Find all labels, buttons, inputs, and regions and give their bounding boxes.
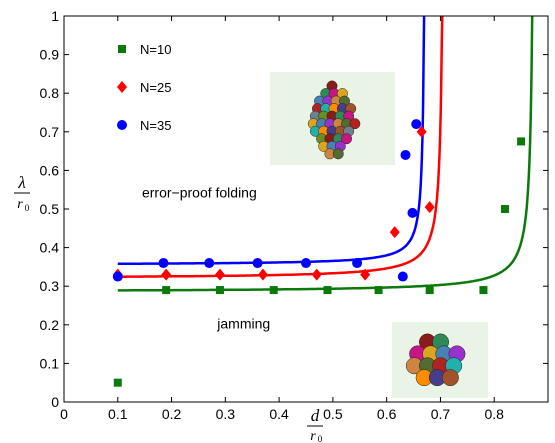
- data-point: [215, 286, 224, 295]
- data-point: [112, 271, 123, 282]
- data-point: [158, 258, 169, 269]
- data-point: [424, 201, 435, 214]
- sphere: [349, 118, 361, 130]
- x-axis-label: d r 0: [307, 406, 323, 443]
- x-tick-label: 0.8: [484, 406, 504, 422]
- data-point: [517, 137, 526, 146]
- y-tick-label: 0.7: [40, 124, 60, 140]
- y-label-numerator: λ: [17, 173, 25, 192]
- x-tick-label: 0.4: [269, 406, 289, 422]
- legend-marker: [117, 81, 127, 93]
- legend-label: N=35: [140, 118, 171, 133]
- legend-marker: [118, 45, 126, 53]
- x-tick-label: 0.2: [162, 406, 182, 422]
- y-tick-label: 0.6: [40, 162, 60, 178]
- sphere: [332, 148, 344, 160]
- folded-cluster-image: [270, 72, 395, 165]
- x-tick-label: 0.6: [377, 406, 397, 422]
- axis-ticks: 0 0.1 0.2 0.3 0.4 0.5 0.6 0.7 0.8 0 0.1 0.2 0.3 0.4 0.…: [40, 8, 548, 422]
- data-point: [360, 268, 371, 281]
- y-tick-label: 0: [51, 394, 59, 410]
- legend-label: N=25: [140, 80, 171, 95]
- y-tick-label: 0.2: [40, 317, 60, 333]
- fit-curve-N=35: [117, 15, 426, 266]
- x-tick-label: 0.5: [323, 406, 343, 422]
- data-point: [311, 268, 322, 281]
- data-point: [162, 286, 171, 295]
- data-point: [397, 271, 408, 282]
- fit-curve-N=25: [117, 15, 444, 278]
- annotations: error−proof folding jamming: [142, 184, 270, 331]
- y-tick-label: 0.3: [40, 278, 60, 294]
- data-point: [374, 286, 383, 295]
- x-tick-label: 0.7: [431, 406, 451, 422]
- data-point: [161, 268, 172, 281]
- x-tick-label: 0: [60, 406, 68, 422]
- legend-label: N=10: [140, 42, 171, 57]
- data-point: [400, 149, 411, 160]
- y-label-denominator: r: [17, 197, 23, 212]
- legend: N=10 N=25 N=35: [117, 42, 171, 133]
- y-tick-label: 1: [51, 8, 59, 24]
- y-tick-label: 0.5: [40, 201, 60, 217]
- y-tick-label: 0.4: [40, 240, 60, 256]
- sphere: [341, 133, 353, 145]
- data-point: [407, 207, 418, 218]
- data-point: [416, 125, 427, 138]
- y-tick-label: 0.1: [40, 355, 60, 371]
- data-point: [425, 286, 434, 295]
- data-point: [257, 268, 268, 281]
- data-point: [301, 258, 311, 269]
- annotation: error−proof folding: [142, 184, 257, 200]
- data-point: [352, 258, 363, 269]
- data-point: [269, 286, 278, 295]
- data-point: [204, 258, 215, 269]
- annotation: jamming: [216, 316, 270, 332]
- jammed-cluster-image: [392, 322, 488, 398]
- data-point: [389, 226, 400, 239]
- sphere: [441, 369, 459, 387]
- x-label-denominator: r: [310, 429, 316, 443]
- x-label-denominator-sub: 0: [318, 434, 323, 443]
- data-point: [479, 286, 488, 295]
- x-label-numerator: d: [311, 406, 320, 425]
- data-point: [113, 378, 122, 387]
- x-tick-label: 0.3: [216, 406, 236, 422]
- y-tick-label: 0.8: [40, 85, 60, 101]
- data-point: [252, 258, 263, 269]
- legend-marker: [117, 120, 127, 130]
- y-label-denominator-sub: 0: [25, 203, 30, 213]
- y-axis-label: λ r 0: [14, 173, 30, 213]
- data-point: [500, 205, 509, 213]
- data-point: [214, 268, 225, 281]
- y-tick-label: 0.9: [40, 47, 60, 63]
- x-tick-label: 0.1: [108, 406, 128, 422]
- data-point: [411, 119, 422, 130]
- data-point: [323, 286, 332, 295]
- data-points: [112, 119, 526, 387]
